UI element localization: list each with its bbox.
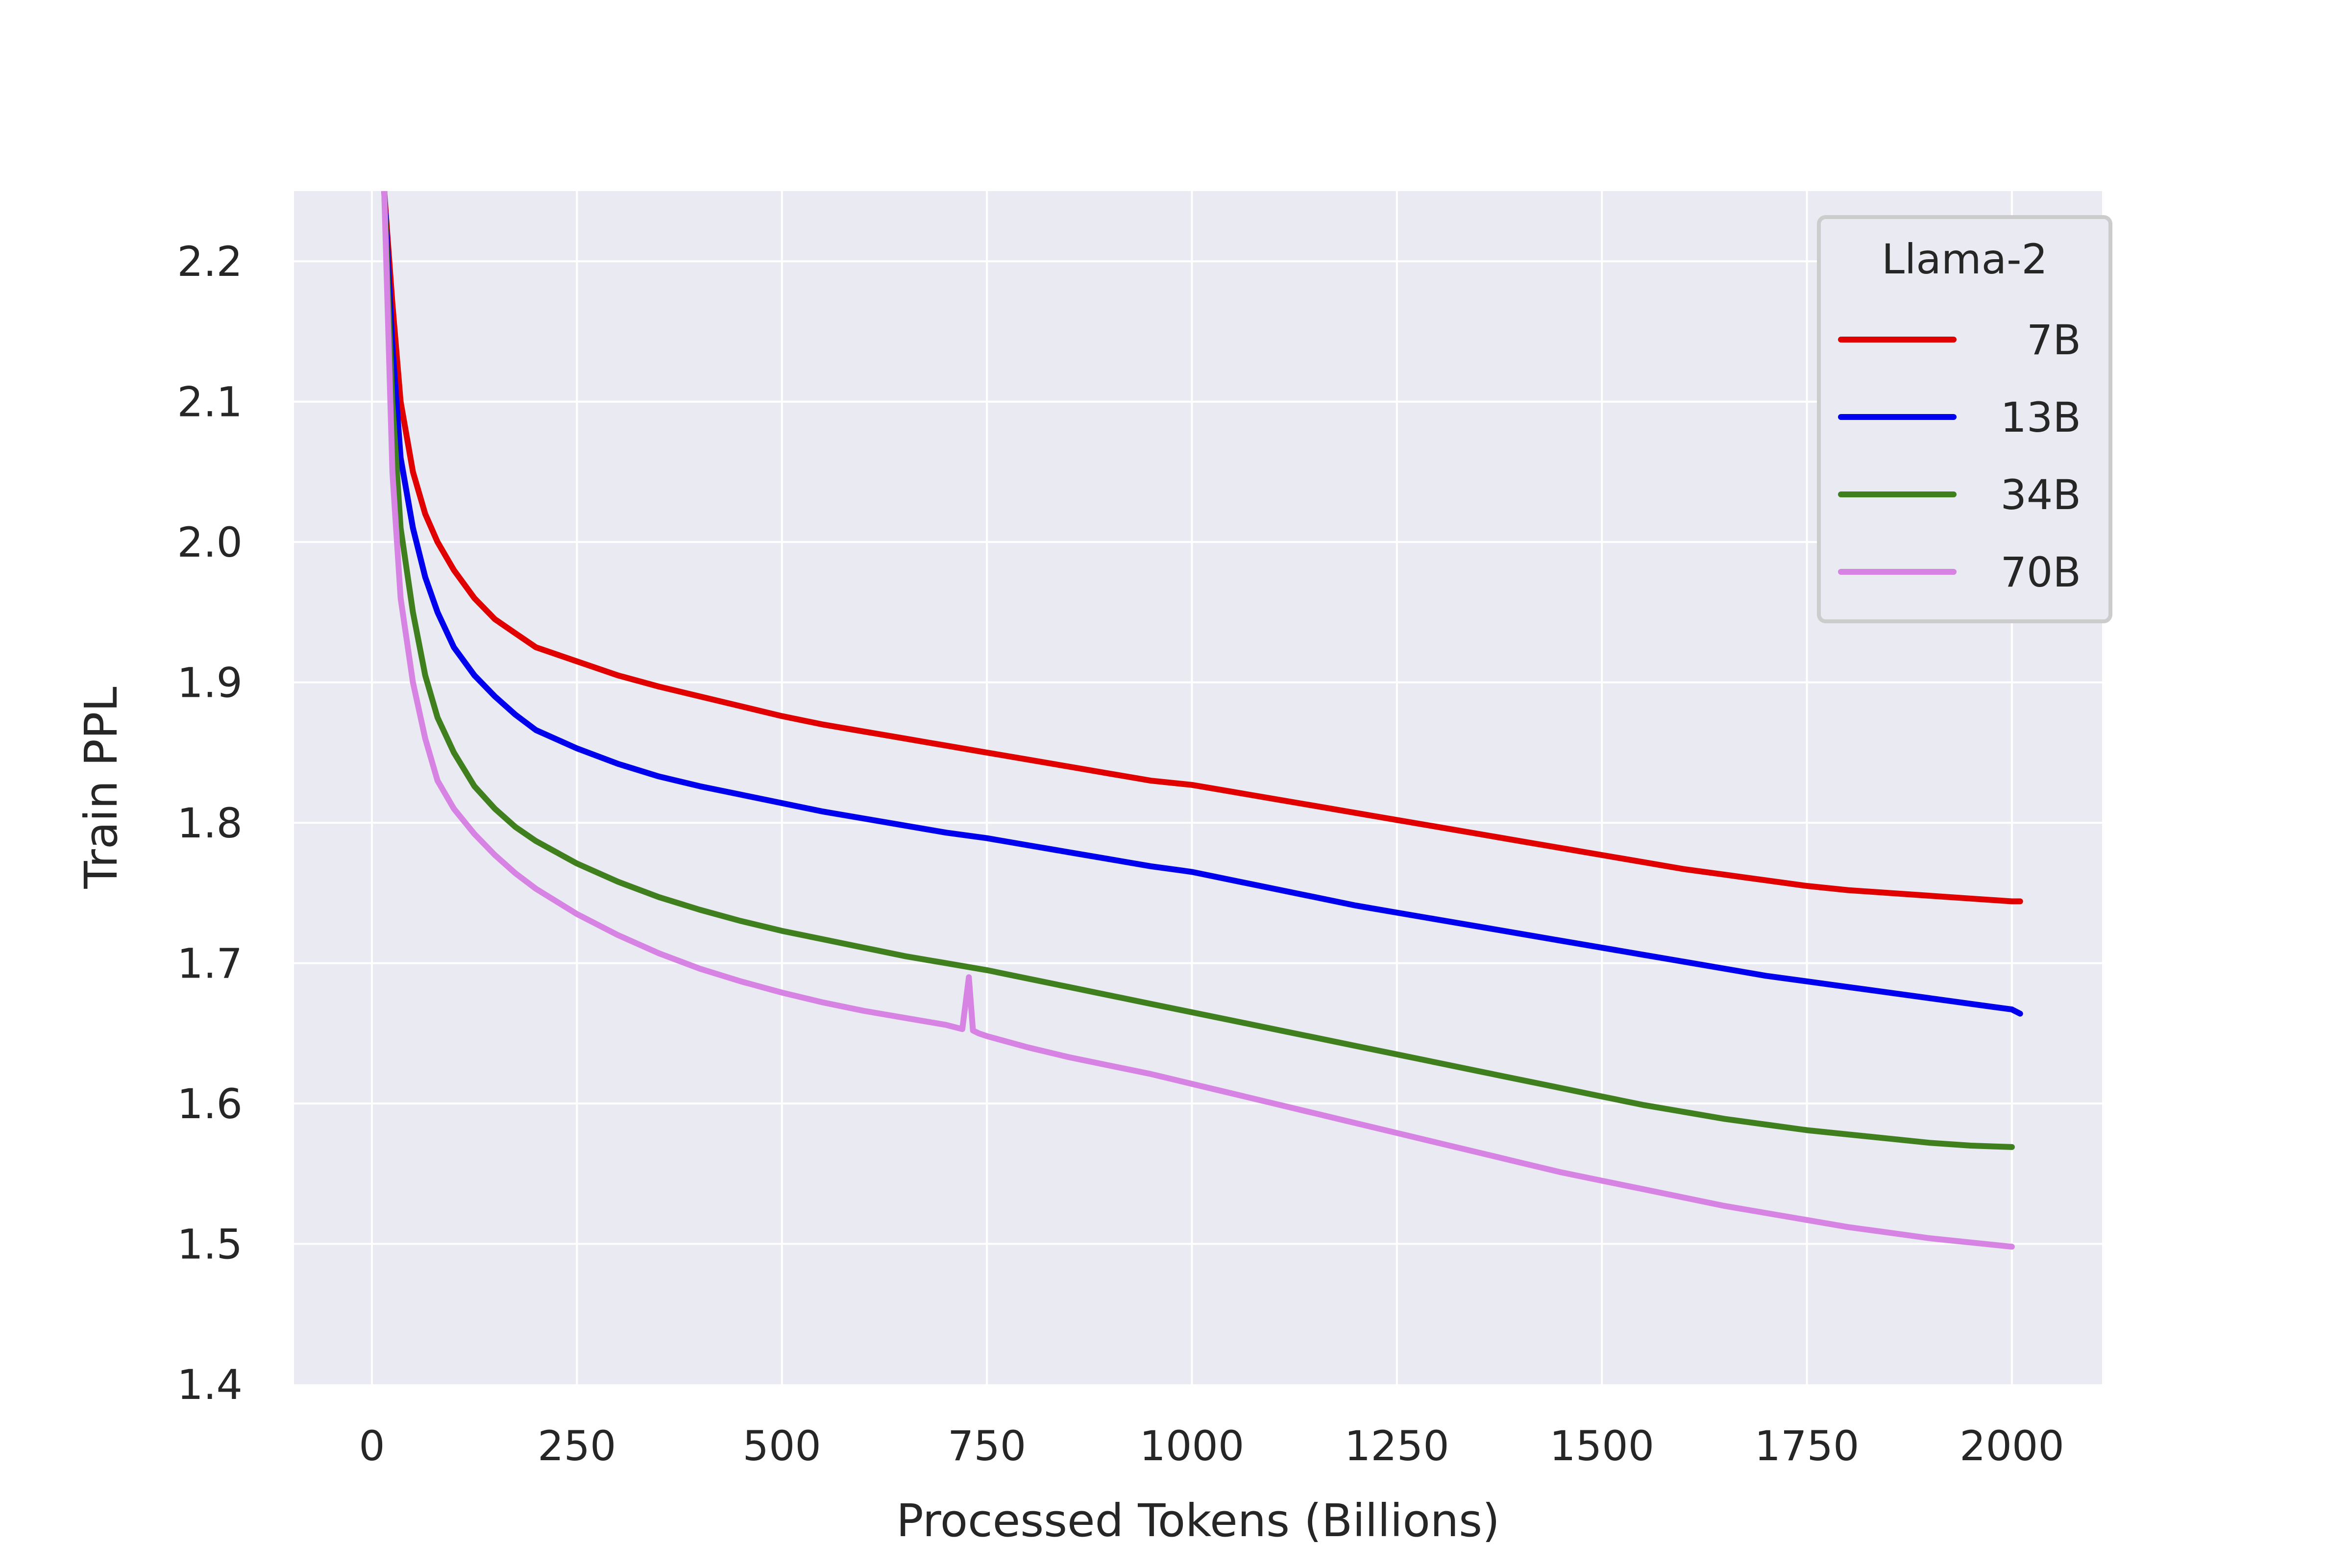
legend-label-34b: 34B <box>2000 471 2081 519</box>
x-tick-label: 1000 <box>1140 1422 1245 1470</box>
y-tick-label: 1.5 <box>177 1221 243 1269</box>
series-line-34b <box>381 191 2015 1150</box>
series-layer <box>381 191 2023 1250</box>
y-tick-label: 2.0 <box>177 518 243 566</box>
x-tick-label: 1250 <box>1345 1422 1449 1470</box>
y-axis-title: Train PPL <box>75 686 127 889</box>
x-tick-label: 750 <box>948 1422 1026 1470</box>
legend-title: Llama-2 <box>1882 235 2048 283</box>
legend: Llama-2 7B 13B 34B 70B <box>1817 215 2112 623</box>
y-tick-label: 2.1 <box>177 378 243 426</box>
y-tick-label: 2.2 <box>177 238 243 286</box>
legend-items: 7B 13B 34B 70B <box>1838 316 2081 596</box>
x-tick-label: 1750 <box>1755 1422 1860 1470</box>
legend-label-70b: 70B <box>2000 548 2081 596</box>
legend-label-13b: 13B <box>2000 393 2081 441</box>
legend-box <box>1817 215 2112 623</box>
series-line-7b <box>381 191 2023 905</box>
y-tick-label: 1.4 <box>177 1361 243 1409</box>
y-tick-label: 1.7 <box>177 940 243 988</box>
x-tick-label: 1500 <box>1549 1422 1654 1470</box>
y-tick-label: 1.9 <box>177 659 243 707</box>
x-tick-label: 0 <box>359 1422 385 1470</box>
series-line-13b <box>381 191 2023 1017</box>
x-tick-label: 2000 <box>1960 1422 2064 1470</box>
series-line-70b <box>381 191 2015 1250</box>
tick-layer: 0 250 500 750 1000 1250 1500 1750 2000 1.4 1.5 1.6 1… <box>177 238 2064 1470</box>
legend-label-7b: 7B <box>2027 316 2081 364</box>
x-tick-label: 250 <box>538 1422 616 1470</box>
y-tick-label: 1.6 <box>177 1080 243 1128</box>
x-tick-label: 500 <box>743 1422 821 1470</box>
y-tick-label: 1.8 <box>177 799 243 847</box>
x-axis-title: Processed Tokens (Billions) <box>896 1494 1500 1547</box>
